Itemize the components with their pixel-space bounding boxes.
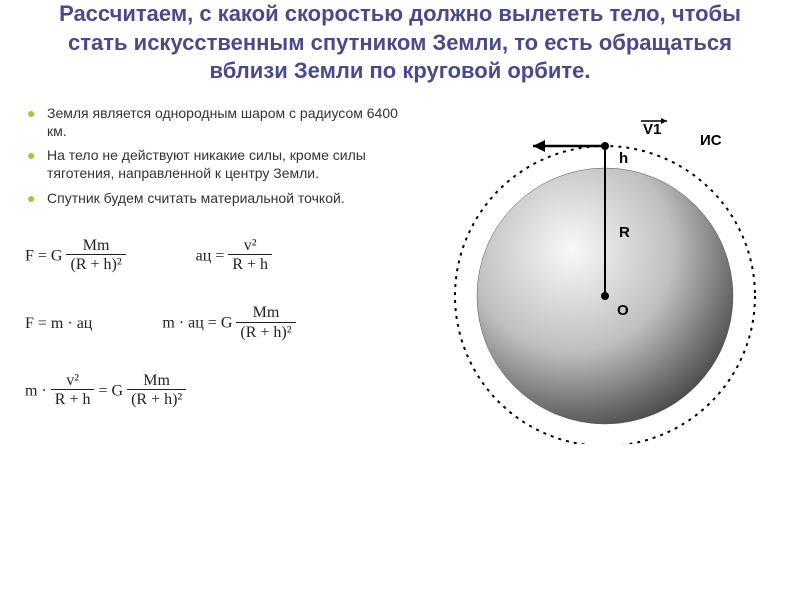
bullet-item: На тело не действуют никакие силы, кроме… (25, 146, 415, 182)
center-point (601, 292, 609, 300)
orbit-diagram: V1 ИС h R O (425, 104, 765, 444)
bullet-list: Земля является однородным шаром с радиус… (25, 104, 415, 207)
formula-newton-second: F = m · aц (25, 315, 92, 333)
formula-row-1: F = G Mm(R + h)² aц = v²R + h (25, 237, 415, 276)
vector-overline-head (661, 118, 667, 124)
formulas-block: F = G Mm(R + h)² aц = v²R + h F = m · aц… (25, 237, 415, 411)
page-title: Рассчитаем, с какой скоростью должно выл… (0, 0, 800, 86)
formula-substitution: m · aц = G Mm(R + h)² (162, 304, 295, 343)
label-R: R (619, 224, 630, 241)
bullet-item: Земля является однородным шаром с радиус… (25, 104, 415, 140)
velocity-arrow-head (533, 140, 545, 152)
formula-row-3: m · v²R + h = G Mm(R + h)² (25, 372, 415, 411)
label-V1: V1 (643, 121, 661, 138)
bullet-item: Спутник будем считать материальной точко… (25, 189, 415, 207)
diagram-svg (425, 104, 765, 444)
label-O: O (617, 302, 629, 319)
formula-row-2: F = m · aц m · aц = G Mm(R + h)² (25, 304, 415, 343)
right-column: V1 ИС h R O (415, 104, 775, 444)
label-h: h (619, 150, 628, 167)
label-IS: ИС (700, 132, 722, 149)
formula-F-gravity: F = G Mm(R + h)² (25, 237, 126, 276)
formula-centripetal-accel: aц = v²R + h (196, 237, 272, 276)
left-column: Земля является однородным шаром с радиус… (25, 104, 415, 444)
formula-combined: m · v²R + h = G Mm(R + h)² (25, 372, 186, 411)
content-area: Земля является однородным шаром с радиус… (0, 104, 800, 444)
